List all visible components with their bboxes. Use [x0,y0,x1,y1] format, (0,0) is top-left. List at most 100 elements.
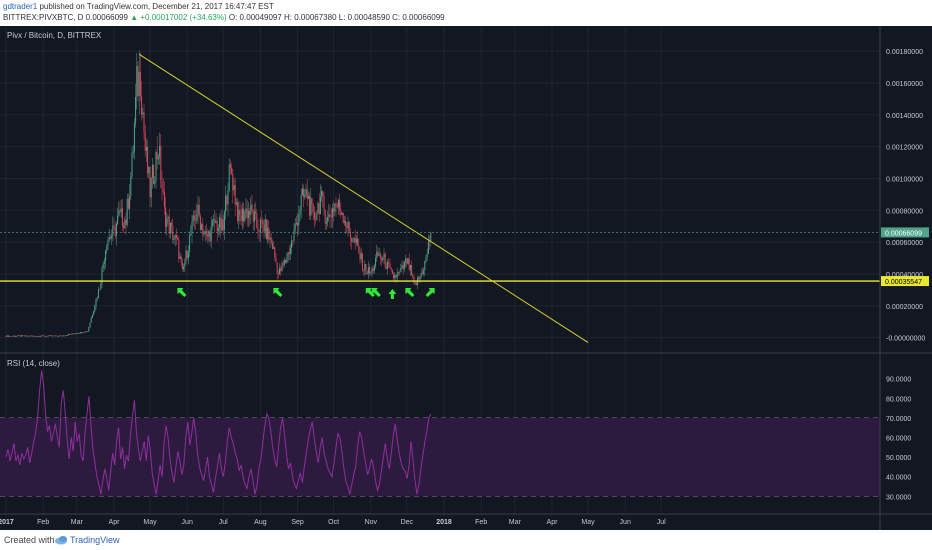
candle-body [151,164,153,178]
candle-body [255,211,257,214]
candle-body [72,333,74,335]
candle-body [237,202,239,222]
candle-body [36,336,38,337]
candle-body [144,132,146,151]
candle-body [27,335,29,337]
candle-body [153,164,155,184]
candle-body [383,253,385,258]
price-tick-label: -0.00000000 [886,336,925,343]
candle-body [113,225,115,227]
candle-body [173,238,175,241]
candle-body [297,222,299,226]
candle-body [265,219,267,240]
candle-body [18,335,20,337]
candle-body [334,203,336,212]
candle-body [196,214,198,221]
candle-body [245,208,247,213]
candle-body [76,333,78,335]
time-tick-label: Oct [328,519,339,526]
candle-body [166,218,168,228]
axes[interactable]: 0.00180000 0.00160000 0.00140000 0.00120000… [0,49,925,526]
rsi-line [5,370,432,495]
candle-body [9,335,11,337]
ohlc-values: O: 0.00049097 H: 0.00067380 L: 0.0004859… [228,13,445,22]
candle-body [111,235,113,239]
candle-body [46,336,48,337]
candle-body [109,237,111,239]
candle-body [337,199,339,208]
candle-body [361,253,363,271]
candle-body [276,262,278,274]
time-tick-label: 2018 [436,519,452,526]
candle-body [351,237,353,242]
footer: Created with TradingView [0,530,932,550]
green-arrow-icon [177,288,187,298]
price-chart-svg[interactable]: 0.00180000 0.00160000 0.00140000 0.00120000… [0,26,932,530]
candle-body [24,335,26,337]
candle-body [233,185,235,191]
candle-body [227,190,229,205]
tradingview-brand[interactable]: TradingView [70,535,120,545]
candle-body [179,256,181,259]
candle-body [21,335,23,337]
candle-body [367,267,369,274]
candle-body [184,262,186,267]
candle-body [335,203,337,206]
price-tick-label: 0.00020000 [886,304,923,311]
candle-body [307,195,309,200]
candle-body [91,314,93,318]
candle-body [229,164,231,168]
price-tick-label: 0.00060000 [886,240,923,247]
candle-body [426,253,428,258]
candle-body [139,72,141,97]
support-price-tag [881,276,929,287]
candle-body [70,334,72,335]
candle-body [283,260,285,265]
candle-body [324,209,326,224]
candle-body [191,221,193,234]
green-arrow-icon [405,288,415,298]
time-tick-label: Jul [657,519,666,526]
candle-body [346,226,348,229]
chart-area[interactable]: 0.00180000 0.00160000 0.00140000 0.00120000… [0,26,932,530]
candle-body [119,210,121,212]
candle-body [377,251,379,256]
candle-body [219,217,221,229]
candle-body [101,267,103,284]
candle-body [211,220,213,226]
price-tick-label: 0.00040000 [886,272,923,279]
candle-body [22,335,24,337]
candle-body [209,231,211,242]
candle-body [155,151,157,182]
time-tick-label: Apr [547,519,559,526]
candle-body [120,208,122,212]
author-link[interactable]: gdtrader1 [3,2,38,11]
symbol-label: BITTREX:PIVXBTC, D 0.00066099 [3,13,128,22]
candle-body [189,235,191,252]
time-tick-label: Jun [182,519,193,526]
candle-body [270,237,272,243]
candle-body [288,252,290,255]
candle-body [412,275,414,278]
candle-body [281,263,283,271]
candle-body [79,332,81,334]
candle-body [94,306,96,312]
candle-body [385,266,387,269]
candle-body [129,196,131,209]
candle-body [261,219,263,221]
candle-body [402,264,404,270]
time-tick-label: Jul [219,519,228,526]
candle-body [108,237,110,241]
candle-body [371,268,373,274]
candle-body [202,224,204,235]
candle-body [389,264,391,269]
candle-body [316,213,318,220]
candle-body [84,331,86,333]
candle-body [352,241,354,242]
candle-body [10,335,12,337]
green-arrow-icon [365,288,375,298]
candle-body [277,273,279,275]
candle-body [318,203,320,215]
candle-body [280,267,282,271]
candle-body [64,335,66,337]
